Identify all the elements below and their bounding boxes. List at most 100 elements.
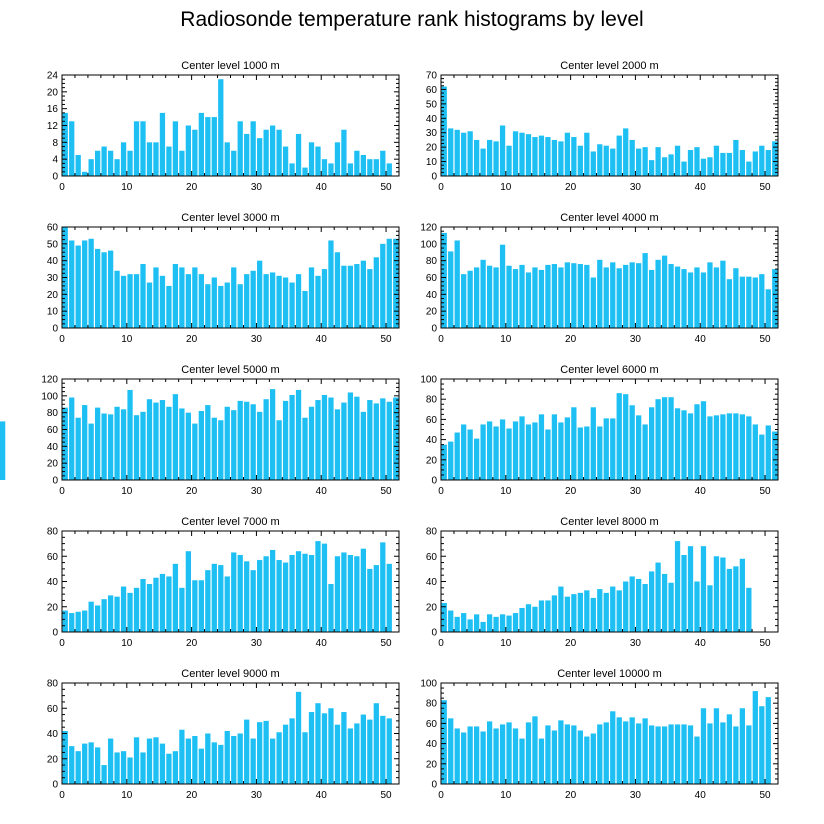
bar <box>590 407 596 480</box>
bar <box>328 240 334 328</box>
bar <box>185 125 192 176</box>
bar <box>373 703 379 784</box>
bar <box>308 406 315 480</box>
bar <box>237 121 243 176</box>
bar <box>107 595 114 632</box>
bar <box>506 265 512 328</box>
x-tick-label: 0 <box>59 182 65 193</box>
bar <box>532 267 538 328</box>
bar <box>276 560 282 632</box>
bar <box>69 121 75 176</box>
bar <box>185 274 192 328</box>
bar <box>360 411 366 480</box>
bar <box>441 444 447 480</box>
bar <box>185 551 192 632</box>
y-tick-label: 0 <box>52 172 58 183</box>
bar <box>603 722 609 784</box>
bar <box>82 240 88 328</box>
bar <box>454 129 460 176</box>
bar <box>373 159 379 176</box>
bar <box>441 700 447 784</box>
bar <box>133 415 140 480</box>
bar <box>629 139 635 176</box>
bar <box>159 112 166 177</box>
bar <box>551 139 558 176</box>
bar <box>564 724 571 784</box>
bar <box>257 138 263 177</box>
bar <box>571 263 577 328</box>
bar <box>558 720 564 784</box>
bar <box>218 79 224 176</box>
x-tick-label: 0 <box>59 334 65 345</box>
x-tick-label: 0 <box>59 638 65 649</box>
panel-title: Center level 1000 m <box>181 60 279 72</box>
bar <box>700 708 707 784</box>
bar <box>166 285 172 328</box>
bar <box>347 265 354 328</box>
bar <box>584 264 590 329</box>
bar <box>231 736 237 784</box>
bar <box>380 150 386 176</box>
x-tick-label: 40 <box>316 182 328 193</box>
bar <box>380 398 386 480</box>
bar <box>315 400 321 480</box>
bar <box>661 573 668 632</box>
bar <box>302 417 308 480</box>
bar <box>480 621 486 632</box>
bar <box>739 414 745 480</box>
x-tick-label: 30 <box>630 334 642 345</box>
x-tick-label: 20 <box>186 790 198 801</box>
panel-title: Center level 10000 m <box>557 668 662 680</box>
x-tick-label: 30 <box>251 638 263 649</box>
bar <box>597 144 603 176</box>
y-tick-label: 0 <box>52 476 58 487</box>
bar <box>321 269 328 328</box>
bar <box>192 580 198 632</box>
bar <box>739 708 745 784</box>
bar <box>461 424 467 480</box>
bar <box>360 548 366 632</box>
panel-title: Center level 6000 m <box>560 364 658 376</box>
bar <box>499 419 506 480</box>
bar <box>590 733 596 784</box>
bar <box>668 264 674 328</box>
bar <box>571 594 577 633</box>
y-tick-label: 80 <box>47 408 59 419</box>
y-tick-label: 0 <box>52 780 58 791</box>
bar <box>525 272 532 328</box>
bar <box>101 413 107 480</box>
bar <box>564 132 571 176</box>
bar <box>341 129 347 176</box>
bar <box>603 145 609 176</box>
bar <box>726 714 733 784</box>
bar <box>308 712 315 784</box>
bar <box>610 586 616 632</box>
x-tick-label: 10 <box>500 638 512 649</box>
bar <box>610 148 616 176</box>
bar <box>687 150 694 176</box>
bar <box>140 121 146 176</box>
bar <box>302 167 308 176</box>
bar <box>373 565 379 632</box>
bar <box>545 600 551 632</box>
bar <box>321 543 328 633</box>
bar <box>347 163 354 177</box>
bar <box>211 742 217 784</box>
bar <box>616 590 622 632</box>
bar <box>713 556 720 632</box>
bar <box>302 290 308 328</box>
y-tick-label: 40 <box>47 577 59 588</box>
bar <box>551 414 558 480</box>
bar <box>655 259 661 328</box>
bar <box>276 420 282 480</box>
y-tick-label: 0 <box>431 628 437 639</box>
bar <box>354 396 360 480</box>
bar <box>263 274 269 328</box>
bar <box>276 275 282 328</box>
x-tick-label: 30 <box>630 638 642 649</box>
bar <box>328 397 334 480</box>
bar <box>0 421 6 480</box>
panel-title: Center level 5000 m <box>181 364 279 376</box>
bar <box>172 264 179 328</box>
bar <box>386 563 392 632</box>
